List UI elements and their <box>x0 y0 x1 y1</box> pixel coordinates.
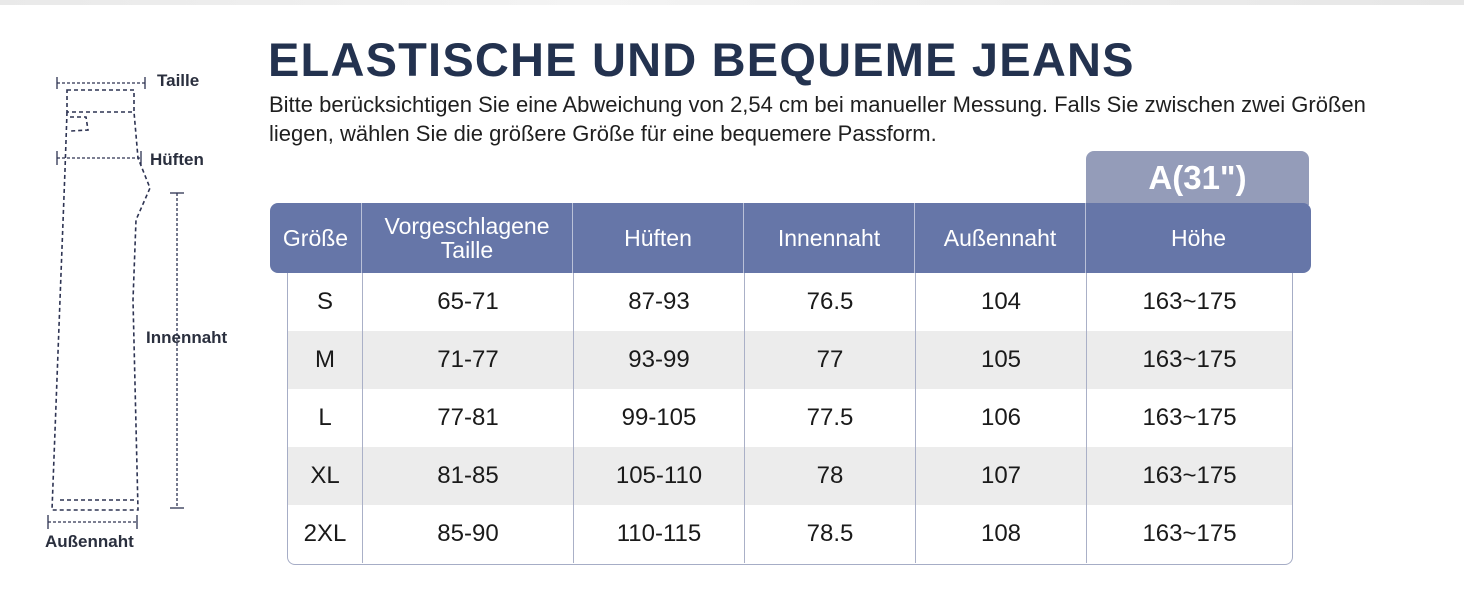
cell-inseam: 77.5 <box>745 389 916 447</box>
diagram-label-outseam: Außennaht <box>45 532 134 551</box>
header-size: Größe <box>270 203 362 273</box>
cell-size: 2XL <box>288 505 363 563</box>
header-suggested-waist: Vorgeschlagene Taille <box>362 203 573 273</box>
model-size-tab: A(31") <box>1086 151 1309 205</box>
cell-size: M <box>288 331 363 389</box>
table-row: 2XL 85-90 110-115 78.5 108 163~175 <box>288 505 1292 563</box>
diagram-label-hips: Hüften <box>150 150 204 169</box>
cell-waist: 71-77 <box>363 331 574 389</box>
cell-height: 163~175 <box>1142 346 1237 373</box>
cell-hips: 105-110 <box>574 447 745 505</box>
jeans-outline-illustration <box>47 77 184 529</box>
table-row: M 71-77 93-99 77 105 163~175 <box>288 331 1292 389</box>
table-row: L 77-81 99-105 77.5 106 163~175 <box>288 389 1292 447</box>
cell-outseam: 106 <box>916 389 1087 447</box>
cell-waist: 77-81 <box>363 389 574 447</box>
cell-inseam: 76.5 <box>745 273 916 331</box>
cell-height: 163~175 <box>1142 288 1237 315</box>
page-subtitle: Bitte berücksichtigen Sie eine Abweichun… <box>269 92 1366 146</box>
cell-waist: 65-71 <box>363 273 574 331</box>
cell-height: 163~175 <box>1142 404 1237 431</box>
cell-height: 163~175 <box>1142 520 1237 547</box>
cell-waist: 85-90 <box>363 505 574 563</box>
table-row: S 65-71 87-93 76.5 104 163~175 <box>288 273 1292 331</box>
cell-outseam: 107 <box>916 447 1087 505</box>
header-height: Höhe <box>1171 225 1226 251</box>
cell-inseam: 78.5 <box>745 505 916 563</box>
cell-hips: 99-105 <box>574 389 745 447</box>
cell-size: XL <box>288 447 363 505</box>
cell-size: L <box>288 389 363 447</box>
size-table-header: Größe Vorgeschlagene Taille Hüften Innen… <box>270 203 1311 273</box>
cell-waist: 81-85 <box>363 447 574 505</box>
header-inseam: Innennaht <box>744 203 915 273</box>
header-hips: Hüften <box>573 203 744 273</box>
cell-hips: 93-99 <box>574 331 745 389</box>
jeans-measurement-diagram: Taille Hüften Innennaht Außennaht <box>0 0 250 600</box>
diagram-label-inseam: Innennaht <box>146 328 228 347</box>
cell-height: 163~175 <box>1142 462 1237 489</box>
top-strip <box>0 0 1464 5</box>
header-outseam: Außennaht <box>915 203 1086 273</box>
cell-hips: 87-93 <box>574 273 745 331</box>
cell-size: S <box>288 273 363 331</box>
cell-outseam: 108 <box>916 505 1087 563</box>
diagram-label-waist: Taille <box>157 71 200 90</box>
cell-outseam: 105 <box>916 331 1087 389</box>
size-table-body: S 65-71 87-93 76.5 104 163~175 M 71-77 9… <box>287 273 1293 565</box>
page-title: ELASTISCHE UND BEQUEME JEANS <box>268 33 1135 86</box>
cell-inseam: 78 <box>745 447 916 505</box>
cell-inseam: 77 <box>745 331 916 389</box>
table-row: XL 81-85 105-110 78 107 163~175 <box>288 447 1292 505</box>
cell-outseam: 104 <box>916 273 1087 331</box>
cell-hips: 110-115 <box>574 505 745 563</box>
